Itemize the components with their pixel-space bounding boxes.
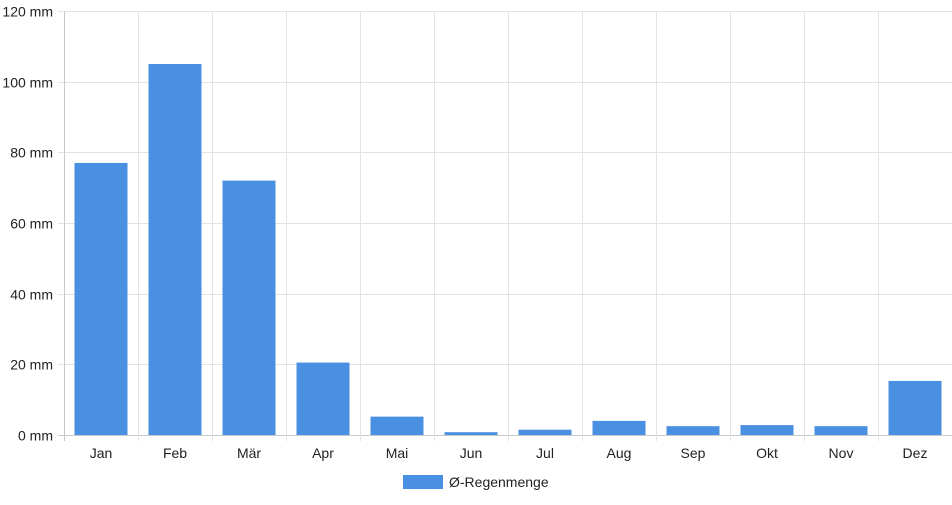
- y-tick-label: 120 mm: [2, 4, 53, 20]
- x-tick-label: Nov: [829, 445, 854, 461]
- y-tick-label: 80 mm: [10, 145, 53, 161]
- x-tick-label: Dez: [903, 445, 928, 461]
- x-tick-label: Feb: [163, 445, 187, 461]
- bar[interactable]: [74, 162, 128, 435]
- x-tick-label: Sep: [681, 445, 706, 461]
- x-tick-label: Aug: [607, 445, 632, 461]
- bar[interactable]: [666, 426, 720, 435]
- bar[interactable]: [222, 180, 276, 435]
- bar[interactable]: [148, 64, 202, 435]
- bars-layer: [74, 64, 942, 435]
- grid-layer: [58, 11, 952, 441]
- x-tick-label: Apr: [312, 445, 334, 461]
- bar[interactable]: [518, 429, 572, 435]
- x-tick-label: Okt: [756, 445, 778, 461]
- x-tick-label: Mär: [237, 445, 261, 461]
- x-tick-label: Jan: [90, 445, 113, 461]
- y-tick-label: 20 mm: [10, 357, 53, 373]
- bar[interactable]: [370, 416, 424, 435]
- x-tick-label: Jul: [536, 445, 554, 461]
- bar[interactable]: [592, 420, 646, 435]
- bar[interactable]: [444, 432, 498, 435]
- bar[interactable]: [740, 425, 794, 435]
- legend-swatch[interactable]: [403, 475, 443, 489]
- bar[interactable]: [296, 362, 350, 435]
- axis-layer: 0 mm 20 mm 40 mm 60 mm 80 mm 100 mm 120 mm Jan F…: [2, 4, 927, 462]
- x-tick-label: Mai: [386, 445, 409, 461]
- bar[interactable]: [814, 426, 868, 435]
- legend[interactable]: Ø-Regenmenge: [403, 474, 549, 490]
- y-tick-label: 40 mm: [10, 287, 53, 303]
- bar[interactable]: [888, 380, 942, 435]
- y-tick-label: 60 mm: [10, 216, 53, 232]
- legend-label[interactable]: Ø-Regenmenge: [449, 474, 549, 490]
- y-tick-label: 0 mm: [18, 428, 53, 444]
- x-tick-label: Jun: [460, 445, 483, 461]
- y-tick-label: 100 mm: [2, 75, 53, 91]
